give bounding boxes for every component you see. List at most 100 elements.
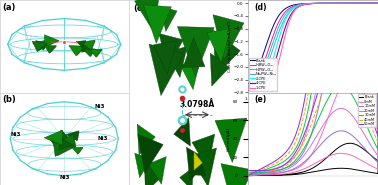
30mM	[340, 91, 344, 94]
10mM	[348, 133, 352, 135]
H₂BW₁₂O₄₀	[315, 2, 320, 4]
H₂BW₁₂O₄₀	[341, 2, 346, 4]
Polygon shape	[72, 147, 83, 154]
Polygon shape	[177, 27, 214, 77]
Text: (d): (d)	[254, 3, 266, 12]
Na₆PW₁₁Ni₃₄	[297, 5, 301, 7]
Text: (b): (b)	[3, 95, 16, 104]
20mM	[245, 175, 250, 177]
Polygon shape	[149, 44, 184, 96]
4-CPE	[315, 2, 320, 4]
Polygon shape	[48, 132, 63, 145]
Polygon shape	[81, 40, 95, 50]
Na₆PW₁₁Ni₃₄	[352, 2, 356, 4]
50mM	[348, 91, 352, 94]
20mM	[313, 91, 318, 94]
Blank	[315, 2, 320, 4]
30mM	[308, 135, 313, 138]
Polygon shape	[53, 140, 70, 151]
Na₆PW₁₁Ni₃₄	[315, 2, 320, 4]
Polygon shape	[44, 130, 63, 145]
0mM	[340, 152, 344, 154]
Text: Ni3: Ni3	[59, 175, 70, 180]
Line: 20mM: 20mM	[248, 92, 378, 176]
Polygon shape	[74, 148, 83, 154]
50mM	[245, 175, 250, 177]
Polygon shape	[83, 41, 95, 50]
50mM	[245, 169, 250, 171]
H₃PW₁₂O₄₀	[352, 2, 356, 4]
20mM	[245, 172, 250, 174]
Polygon shape	[59, 138, 73, 150]
Line: 1-CPE: 1-CPE	[244, 3, 378, 91]
40mM	[306, 91, 311, 94]
4-CPE	[242, 90, 246, 92]
Blank	[308, 171, 313, 174]
Polygon shape	[186, 147, 208, 182]
Na₆PW₁₁Ni₃₄	[376, 2, 378, 4]
Polygon shape	[46, 46, 56, 53]
20mM	[348, 112, 352, 114]
Polygon shape	[69, 46, 85, 56]
10mM	[320, 91, 324, 94]
Text: 3.0798Å: 3.0798Å	[179, 100, 215, 109]
Y-axis label: Current(μA): Current(μA)	[227, 127, 231, 151]
Blank	[297, 3, 301, 5]
20mM	[355, 120, 359, 123]
0mM	[336, 91, 341, 94]
H₂BW₁₂O₄₀	[242, 87, 246, 89]
Text: (a): (a)	[3, 3, 16, 12]
Y-axis label: Current density(mA/cm²): Current density(mA/cm²)	[228, 21, 232, 72]
Polygon shape	[180, 60, 200, 90]
Na₆PW₁₁Ni₃₄	[286, 12, 291, 14]
Text: Ni3: Ni3	[95, 104, 105, 109]
Legend: Blank, 0mM, 10mM, 20mM, 30mM, 40mM, 50mM: Blank, 0mM, 10mM, 20mM, 30mM, 40mM, 50mM	[358, 94, 376, 127]
Polygon shape	[183, 37, 205, 67]
Polygon shape	[214, 30, 240, 76]
Line: 10mM: 10mM	[248, 92, 378, 176]
H₂BW₁₂O₄₀	[352, 2, 356, 4]
20mM	[308, 145, 313, 147]
40mM	[308, 126, 313, 128]
1-CPE	[341, 2, 346, 4]
Polygon shape	[138, 134, 163, 173]
Polygon shape	[50, 139, 70, 152]
Line: 2-CPE: 2-CPE	[244, 3, 378, 90]
Line: Blank: Blank	[248, 143, 378, 176]
30mM	[348, 91, 352, 94]
Polygon shape	[83, 45, 93, 52]
40mM	[261, 168, 266, 170]
Polygon shape	[221, 164, 253, 185]
Blank	[281, 174, 286, 176]
Polygon shape	[53, 130, 71, 142]
40mM	[355, 91, 359, 94]
H₃PW₁₂O₄₀	[376, 2, 378, 4]
Polygon shape	[213, 15, 244, 61]
Text: (e): (e)	[254, 95, 266, 104]
Polygon shape	[44, 45, 56, 53]
Polygon shape	[59, 134, 76, 147]
Blank	[352, 2, 356, 4]
0mM	[261, 173, 266, 176]
Blank	[245, 174, 250, 176]
Polygon shape	[34, 42, 47, 51]
4-CPE	[376, 2, 378, 4]
50mM	[355, 91, 359, 94]
1-CPE	[297, 6, 301, 8]
Polygon shape	[144, 160, 163, 185]
0mM	[355, 157, 359, 159]
Line: 40mM: 40mM	[248, 92, 378, 176]
50mM	[304, 91, 308, 94]
1-CPE	[376, 2, 378, 4]
2-CPE	[286, 13, 291, 15]
Na₆PW₁₁Ni₃₄	[275, 36, 279, 38]
Polygon shape	[149, 157, 166, 184]
Polygon shape	[77, 41, 86, 47]
50mM	[308, 116, 313, 118]
10mM	[245, 173, 250, 175]
Polygon shape	[191, 154, 206, 176]
1-CPE	[352, 2, 356, 4]
H₃PW₁₂O₄₀	[297, 4, 301, 6]
Polygon shape	[210, 53, 229, 86]
Polygon shape	[56, 141, 74, 156]
